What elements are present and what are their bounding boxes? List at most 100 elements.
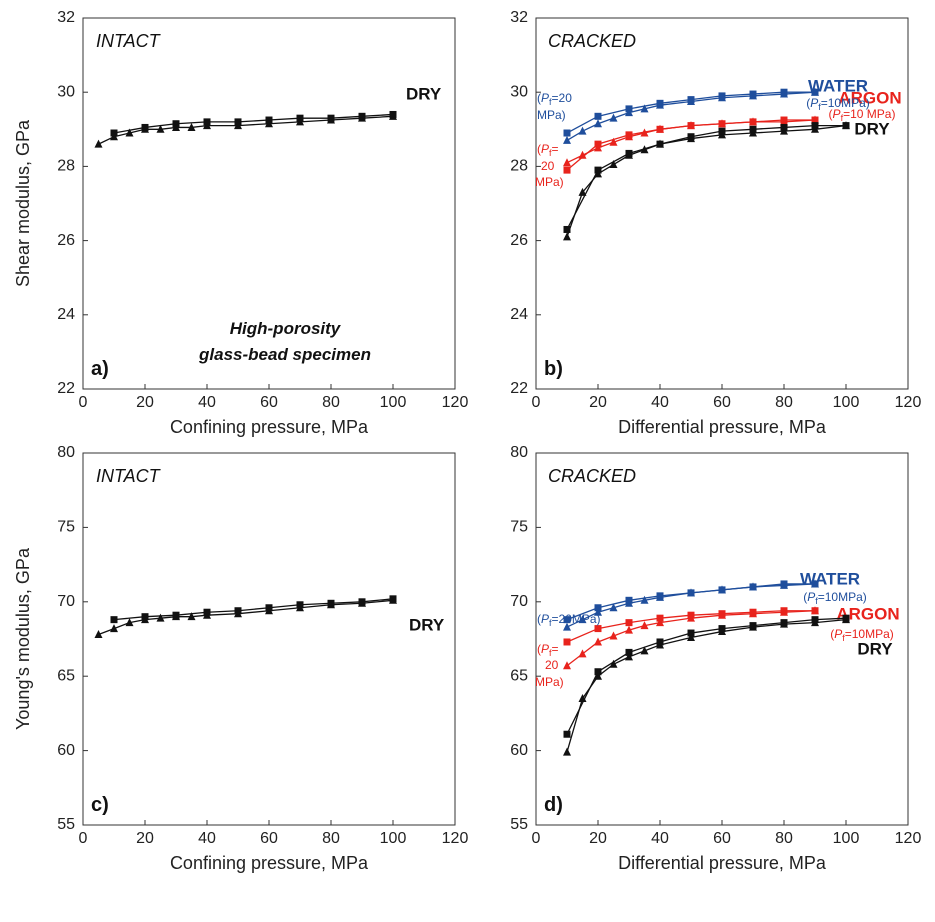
annotation: (Pf=20MPa) [537,612,601,628]
marker [640,646,649,655]
marker [110,624,118,633]
x-tick-label: 100 [833,394,860,411]
marker [749,90,757,98]
x-tick-label: 60 [260,394,278,411]
annotation-part: P [541,612,549,626]
annotation: (Pf= [537,142,559,158]
marker [563,232,571,241]
marker [563,747,571,756]
x-axis-label: Confining pressure, MPa [170,853,369,873]
marker [656,140,664,148]
marker [687,629,695,637]
annotation: 20 [545,658,559,672]
series-line [98,599,394,636]
marker [234,118,242,126]
x-tick-label: 20 [589,830,607,847]
marker [687,133,695,141]
marker [187,612,196,621]
marker [594,166,602,174]
x-tick-label: 0 [79,394,88,411]
panel: 0 20 40 60 80 100 120 22 24 26 28 30 32 Confining pre… [13,9,469,437]
marker [656,618,664,627]
marker [842,122,850,130]
y-tick-label: 80 [510,444,528,461]
marker [718,127,726,135]
marker [609,659,618,668]
marker [718,92,726,100]
annotation-part: P [833,107,841,121]
x-axis-label: Confining pressure, MPa [170,417,369,437]
x-tick-label: 20 [589,394,607,411]
annotation-part: b) [544,358,563,380]
y-tick-label: 32 [57,9,75,26]
marker [594,119,602,128]
annotation: (Pf= [537,642,559,658]
annotation-part: 20 [541,159,555,173]
y-tick-label: 28 [57,158,75,175]
x-tick-label: 0 [532,830,541,847]
annotation-part: ( [537,642,541,656]
annotation: (Pf=10MPa) [830,627,894,643]
annotation-part: =10MPa) [845,627,894,641]
y-tick-label: 80 [57,444,75,461]
x-tick-label: 100 [833,830,860,847]
marker [578,126,587,135]
annotation-part: f [842,633,845,643]
marker [563,166,571,174]
x-tick-label: 20 [136,830,154,847]
annotation: d) [544,794,563,816]
plot-frame [82,452,456,826]
annotation-part: f [549,618,552,628]
annotation: b) [544,358,563,380]
annotation-part: c) [91,794,109,816]
annotation: INTACT [96,31,162,51]
series-label: WATER [808,76,868,95]
marker [563,135,571,144]
annotation-part: ( [829,107,833,121]
marker [187,122,196,131]
marker [780,116,788,124]
marker [749,125,757,133]
marker [625,648,633,656]
marker [780,123,788,131]
marker [609,137,618,146]
marker [718,610,726,618]
marker [94,139,103,148]
y-tick-label: 65 [57,667,75,684]
annotation-part: INTACT [96,31,162,51]
marker [594,607,602,616]
annotation-part: d) [544,794,563,816]
marker [640,595,649,604]
x-tick-label: 120 [895,394,922,411]
x-tick-label: 80 [322,394,340,411]
x-tick-label: 80 [775,830,793,847]
annotation-part: =20 [552,91,573,105]
y-tick-label: 28 [510,158,528,175]
annotation-part: f [549,97,552,107]
y-tick-label: 75 [510,519,528,536]
series-label: DRY [854,119,890,138]
marker [780,607,788,615]
marker [125,618,134,627]
annotation-part: ( [806,96,810,110]
annotation-part: CRACKED [548,466,636,486]
marker [94,630,103,639]
series-line [98,115,394,145]
annotation-part: P [541,91,549,105]
annotation-part: =10MPa) [818,590,867,604]
marker [578,615,587,624]
marker [609,631,618,640]
marker [811,122,819,130]
marker [625,652,633,661]
marker [609,113,618,122]
marker [718,586,726,594]
marker [749,118,757,126]
annotation-part: MPa) [537,108,566,122]
y-tick-label: 30 [510,83,528,100]
annotation: MPa) [535,675,564,689]
marker [749,622,757,630]
annotation-part: f [815,596,818,606]
marker [327,114,335,122]
x-tick-label: 40 [651,830,669,847]
annotation-part: ( [537,612,541,626]
